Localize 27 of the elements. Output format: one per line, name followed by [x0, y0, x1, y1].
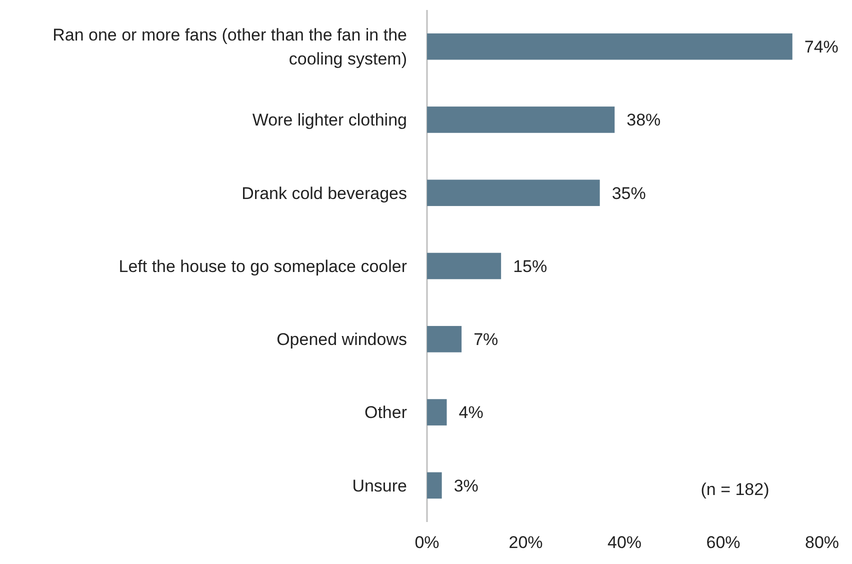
y-tick-label: Wore lighter clothing	[252, 110, 407, 130]
x-tick-label: 20%	[508, 533, 543, 552]
y-tick-label: Other	[364, 403, 408, 422]
data-label: 15%	[513, 256, 548, 276]
data-label: 35%	[612, 184, 646, 203]
x-tick-label: 60%	[706, 533, 740, 552]
bar	[427, 399, 447, 426]
bar	[427, 252, 502, 280]
y-tick-label: Left the house to go someplace cooler	[118, 256, 408, 276]
data-label: 38%	[626, 110, 661, 130]
bar	[427, 33, 792, 60]
data-label: 3%	[454, 476, 478, 496]
y-tick-label: Ran one or more fans (other than the fan in the cooling system)	[52, 26, 407, 69]
data-label: 4%	[458, 403, 484, 422]
y-tick-label: Unsure	[352, 476, 407, 496]
x-tick-label: 40%	[607, 533, 642, 552]
y-tick-label: Drank cold beverages	[242, 184, 407, 203]
bar	[427, 180, 600, 206]
bar	[427, 326, 462, 352]
bar	[427, 472, 442, 499]
annotation: (n = 182)	[700, 480, 770, 499]
data-label: 74%	[804, 38, 838, 57]
bar	[427, 106, 615, 133]
x-tick-label: 80%	[804, 533, 840, 552]
data-label: 7%	[474, 330, 498, 350]
x-tick-label: 0%	[414, 533, 440, 552]
y-tick-label: Opened windows	[276, 330, 407, 350]
